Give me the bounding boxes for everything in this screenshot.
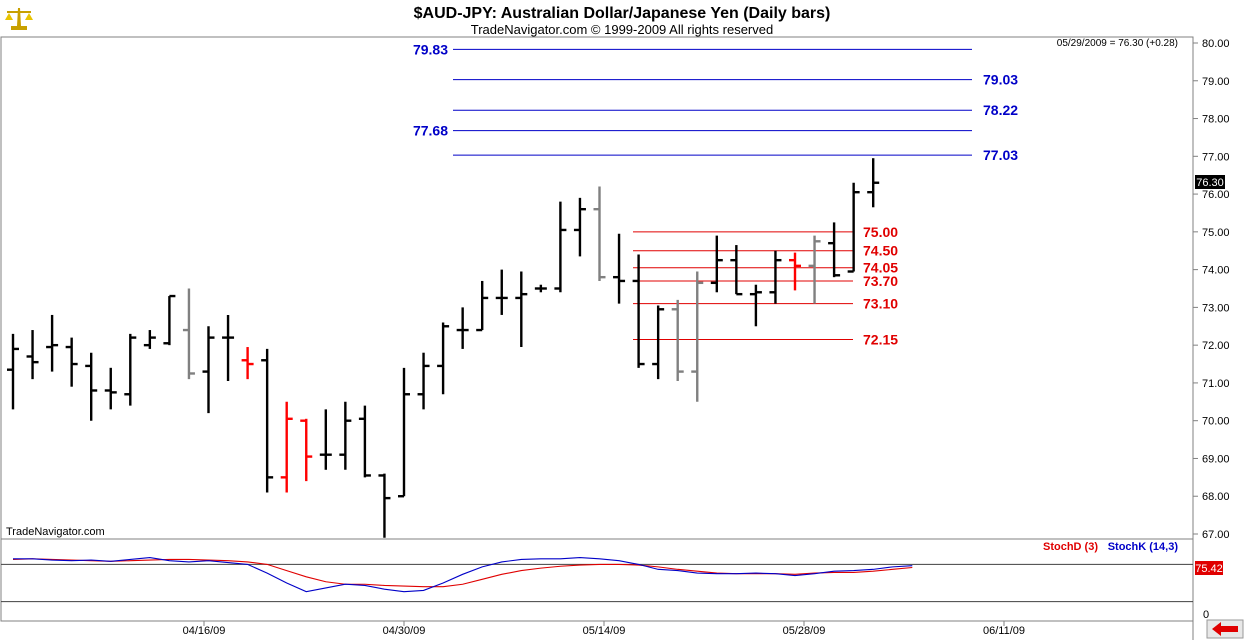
y-tick-label: 71.00 xyxy=(1202,378,1230,390)
level-label: 74.50 xyxy=(863,243,898,259)
level-label: 77.03 xyxy=(983,147,1018,163)
level-label: 78.22 xyxy=(983,102,1018,118)
level-label: 73.70 xyxy=(863,273,898,289)
y-tick-label: 79.00 xyxy=(1202,76,1230,88)
balance-scale-icon[interactable] xyxy=(4,4,34,32)
level-label: 79.83 xyxy=(413,41,448,57)
y-tick-label: 75.00 xyxy=(1202,227,1230,239)
y-tick-label: 72.00 xyxy=(1202,340,1230,352)
watermark: TradeNavigator.com xyxy=(6,526,105,538)
quote-readout: 05/29/2009 = 76.30 (+0.28) xyxy=(1057,38,1178,49)
y-tick-label: 70.00 xyxy=(1202,416,1230,428)
y-tick-label: 76.00 xyxy=(1202,189,1230,201)
level-label: 73.10 xyxy=(863,296,898,312)
legend-stochk: StochK (14,3) xyxy=(1108,541,1179,553)
last-price-marker: 76.30 xyxy=(1195,175,1225,189)
y-tick-label: 74.00 xyxy=(1202,265,1230,277)
y-tick-label: 73.00 xyxy=(1202,302,1230,314)
level-label: 79.03 xyxy=(983,72,1018,88)
legend-stochd: StochD (3) xyxy=(1043,541,1098,553)
y-tick-label: 69.00 xyxy=(1202,453,1230,465)
x-axis: 04/16/09 04/30/09 05/14/09 05/28/09 06/11/09 xyxy=(183,621,1025,637)
chart-subtitle: TradeNavigator.com © 1999-2009 All right… xyxy=(471,22,773,37)
stochastic-panel xyxy=(1,557,1193,603)
level-label: 75.00 xyxy=(863,224,898,240)
y-tick-label: 80.00 xyxy=(1202,38,1230,50)
x-tick-label: 05/14/09 xyxy=(583,625,626,637)
y-tick-label: 78.00 xyxy=(1202,114,1230,126)
scroll-left-arrow-icon[interactable] xyxy=(1206,619,1244,639)
y-tick-label: 77.00 xyxy=(1202,151,1230,163)
x-tick-label: 04/16/09 xyxy=(183,625,226,637)
stoch-last-value-marker: 75.42 xyxy=(1195,561,1223,575)
y-axis: 67.00 68.00 69.00 70.00 71.00 72.00 73.00 74.00… xyxy=(1193,38,1230,541)
chart-title: $AUD-JPY: Australian Dollar/Japanese Yen… xyxy=(414,5,831,22)
level-label: 74.05 xyxy=(863,260,898,276)
y-tick-label: 68.00 xyxy=(1202,491,1230,503)
fib-levels: 79.83 79.03 78.22 77.68 77.03 75.00 74.5074.05… xyxy=(413,41,1018,347)
x-tick-label: 05/28/09 xyxy=(783,625,826,637)
x-tick-label: 06/11/09 xyxy=(983,625,1025,637)
stoch-legend: StochD (3) StochK (14,3) xyxy=(1043,541,1178,553)
level-label: 77.68 xyxy=(413,123,448,139)
stoch-tick-0: 0 xyxy=(1203,609,1209,621)
last-price-label: 76.30 xyxy=(1196,177,1224,189)
y-tick-label: 67.00 xyxy=(1202,529,1230,541)
stoch-series-line xyxy=(13,557,913,593)
level-label: 72.15 xyxy=(863,331,898,347)
stoch-last-value: 75.42 xyxy=(1195,563,1223,575)
price-bars xyxy=(7,158,880,538)
x-tick-label: 04/30/09 xyxy=(383,625,426,637)
